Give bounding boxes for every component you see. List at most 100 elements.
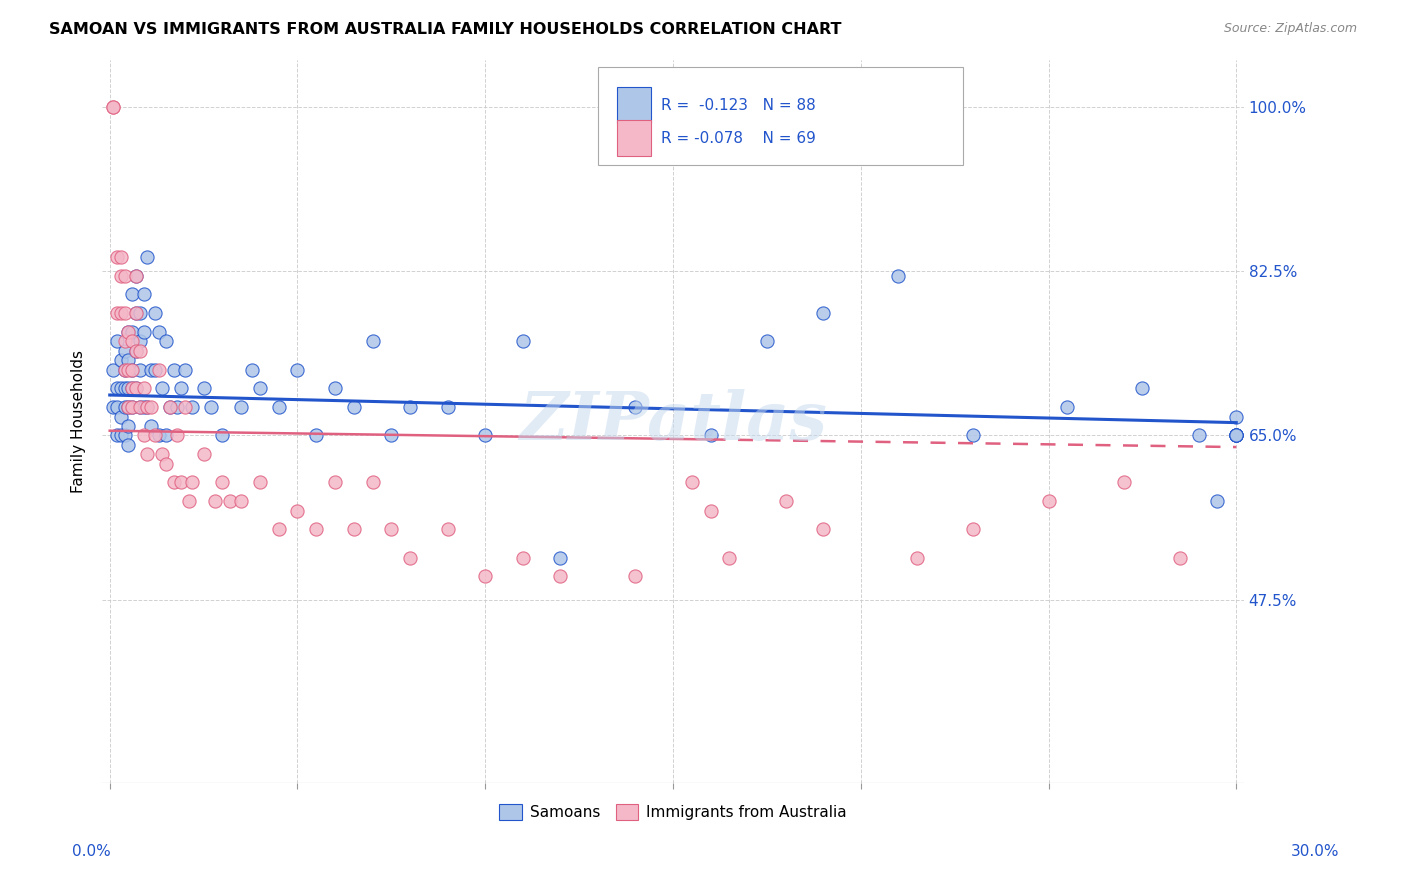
Point xyxy=(166,428,188,442)
Point xyxy=(105,306,128,320)
Point xyxy=(114,268,136,283)
Point xyxy=(105,334,128,349)
Point xyxy=(114,381,136,395)
Point xyxy=(267,401,290,415)
Point xyxy=(155,334,177,349)
Point xyxy=(117,353,139,368)
Point xyxy=(121,334,143,349)
Point xyxy=(474,428,496,442)
Point xyxy=(117,401,139,415)
Point xyxy=(139,401,162,415)
Point xyxy=(323,381,346,395)
Point xyxy=(1188,428,1211,442)
Text: R =  -0.123   N = 88: R = -0.123 N = 88 xyxy=(661,98,815,112)
Point xyxy=(128,401,150,415)
Point xyxy=(905,550,928,565)
Point xyxy=(755,334,778,349)
Point xyxy=(380,522,402,536)
Point xyxy=(117,401,139,415)
Point xyxy=(136,401,159,415)
Point xyxy=(211,428,233,442)
Point xyxy=(132,381,155,395)
Text: 0.0%: 0.0% xyxy=(72,845,111,859)
Point xyxy=(159,401,181,415)
Point xyxy=(173,401,195,415)
Legend: Samoans, Immigrants from Australia: Samoans, Immigrants from Australia xyxy=(494,797,853,826)
Point xyxy=(150,381,173,395)
Point xyxy=(148,428,170,442)
Point xyxy=(231,401,253,415)
Point xyxy=(125,343,148,358)
Point xyxy=(105,250,128,264)
Point xyxy=(624,401,647,415)
Point xyxy=(125,268,148,283)
Point xyxy=(105,381,128,395)
Point xyxy=(128,306,150,320)
Point xyxy=(121,401,143,415)
Point xyxy=(474,569,496,583)
Point xyxy=(105,401,128,415)
Point xyxy=(170,381,193,395)
Point xyxy=(1225,428,1247,442)
Point xyxy=(110,428,132,442)
Point xyxy=(699,428,721,442)
Text: Source: ZipAtlas.com: Source: ZipAtlas.com xyxy=(1223,22,1357,36)
Point xyxy=(114,362,136,376)
Point xyxy=(775,494,797,508)
Point xyxy=(1225,428,1247,442)
Point xyxy=(143,428,166,442)
Point xyxy=(242,362,264,376)
Point xyxy=(117,438,139,452)
Y-axis label: Family Households: Family Households xyxy=(72,350,86,492)
Point xyxy=(512,334,534,349)
Point xyxy=(343,401,366,415)
Point xyxy=(681,475,703,490)
Point xyxy=(121,362,143,376)
Point xyxy=(143,306,166,320)
Point xyxy=(132,287,155,301)
Point xyxy=(200,401,222,415)
Point xyxy=(1056,401,1078,415)
Point xyxy=(117,381,139,395)
Point xyxy=(132,401,155,415)
Point xyxy=(132,325,155,339)
Point xyxy=(887,268,910,283)
Point xyxy=(121,381,143,395)
Point xyxy=(136,401,159,415)
Text: ZIPatlas: ZIPatlas xyxy=(519,389,827,454)
Point xyxy=(110,268,132,283)
Point xyxy=(121,287,143,301)
Point xyxy=(121,401,143,415)
Point xyxy=(399,401,422,415)
Point xyxy=(231,494,253,508)
Point xyxy=(380,428,402,442)
Point xyxy=(114,401,136,415)
Point xyxy=(343,522,366,536)
Point xyxy=(117,325,139,339)
Point xyxy=(159,401,181,415)
Point xyxy=(624,569,647,583)
Point xyxy=(117,362,139,376)
Point xyxy=(1168,550,1191,565)
Point xyxy=(287,503,309,517)
Point xyxy=(436,522,458,536)
Point xyxy=(170,475,193,490)
Point xyxy=(287,362,309,376)
Point xyxy=(105,428,128,442)
Point xyxy=(811,522,834,536)
Text: SAMOAN VS IMMIGRANTS FROM AUSTRALIA FAMILY HOUSEHOLDS CORRELATION CHART: SAMOAN VS IMMIGRANTS FROM AUSTRALIA FAMI… xyxy=(49,22,842,37)
Point xyxy=(117,325,139,339)
Point xyxy=(323,475,346,490)
Point xyxy=(962,428,984,442)
Point xyxy=(125,306,148,320)
Point xyxy=(166,401,188,415)
Point xyxy=(128,362,150,376)
Point xyxy=(1112,475,1135,490)
Point xyxy=(110,250,132,264)
Point xyxy=(136,250,159,264)
Point xyxy=(117,419,139,434)
Point xyxy=(143,362,166,376)
Point xyxy=(181,475,204,490)
Text: 30.0%: 30.0% xyxy=(1291,845,1339,859)
Point xyxy=(103,401,125,415)
